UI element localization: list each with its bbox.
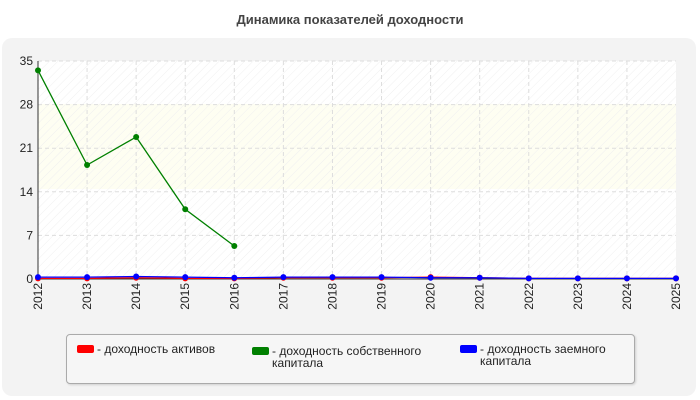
x-tick-label: 2019 <box>375 283 389 310</box>
data-point-1 <box>182 206 189 213</box>
data-point-2 <box>231 274 238 281</box>
data-point-1 <box>133 133 140 140</box>
series-line-2 <box>38 275 676 280</box>
data-point-2 <box>35 274 41 281</box>
data-point-2 <box>280 274 287 281</box>
y-tick-label: 35 <box>20 54 34 68</box>
data-point-2 <box>673 275 679 282</box>
data-point-2 <box>182 274 189 281</box>
y-tick-label: 21 <box>20 141 34 155</box>
data-point-1 <box>35 67 41 74</box>
legend-swatch-assets <box>77 345 94 353</box>
y-tick-label: 0 <box>26 272 33 286</box>
x-tick-label: 2017 <box>276 283 290 310</box>
data-point-2 <box>133 273 140 280</box>
legend-swatch-debt <box>460 345 477 353</box>
legend: - доходность активов - доходность собств… <box>66 334 635 384</box>
x-tick-label: 2012 <box>31 283 45 310</box>
data-point-2 <box>476 274 483 281</box>
data-point-2 <box>574 275 581 282</box>
legend-label-debt: - доходность заемного капитала <box>480 342 606 368</box>
x-tick-label: 2013 <box>80 283 94 310</box>
plot-area-hatch <box>38 61 676 279</box>
chart-title: Динамика показателей доходности <box>236 12 464 27</box>
x-tick-label: 2014 <box>129 283 143 310</box>
x-tick-label: 2015 <box>178 283 192 310</box>
data-point-2 <box>378 274 385 281</box>
data-point-2 <box>525 275 532 282</box>
x-tick-label: 2021 <box>473 283 487 310</box>
data-point-2 <box>427 274 434 281</box>
x-tick-label: 2024 <box>620 283 634 310</box>
data-point-2 <box>84 274 91 281</box>
data-point-1 <box>84 162 91 169</box>
x-tick-label: 2025 <box>669 283 683 310</box>
data-point-2 <box>329 274 336 281</box>
legend-label-assets: - доходность активов <box>97 342 216 356</box>
x-tick-label: 2022 <box>522 283 536 310</box>
x-tick-label: 2018 <box>325 283 339 310</box>
x-tick-label: 2016 <box>227 283 241 310</box>
x-tick-label: 2020 <box>424 283 438 310</box>
legend-label-equity: - доходность собственного капитала <box>272 344 422 370</box>
x-tick-label: 2023 <box>571 283 585 310</box>
legend-swatch-equity <box>252 347 269 355</box>
data-point-1 <box>231 242 238 249</box>
data-point-2 <box>623 275 630 282</box>
y-tick-label: 7 <box>26 228 33 242</box>
y-tick-label: 14 <box>20 185 34 199</box>
y-tick-label: 28 <box>20 98 34 112</box>
